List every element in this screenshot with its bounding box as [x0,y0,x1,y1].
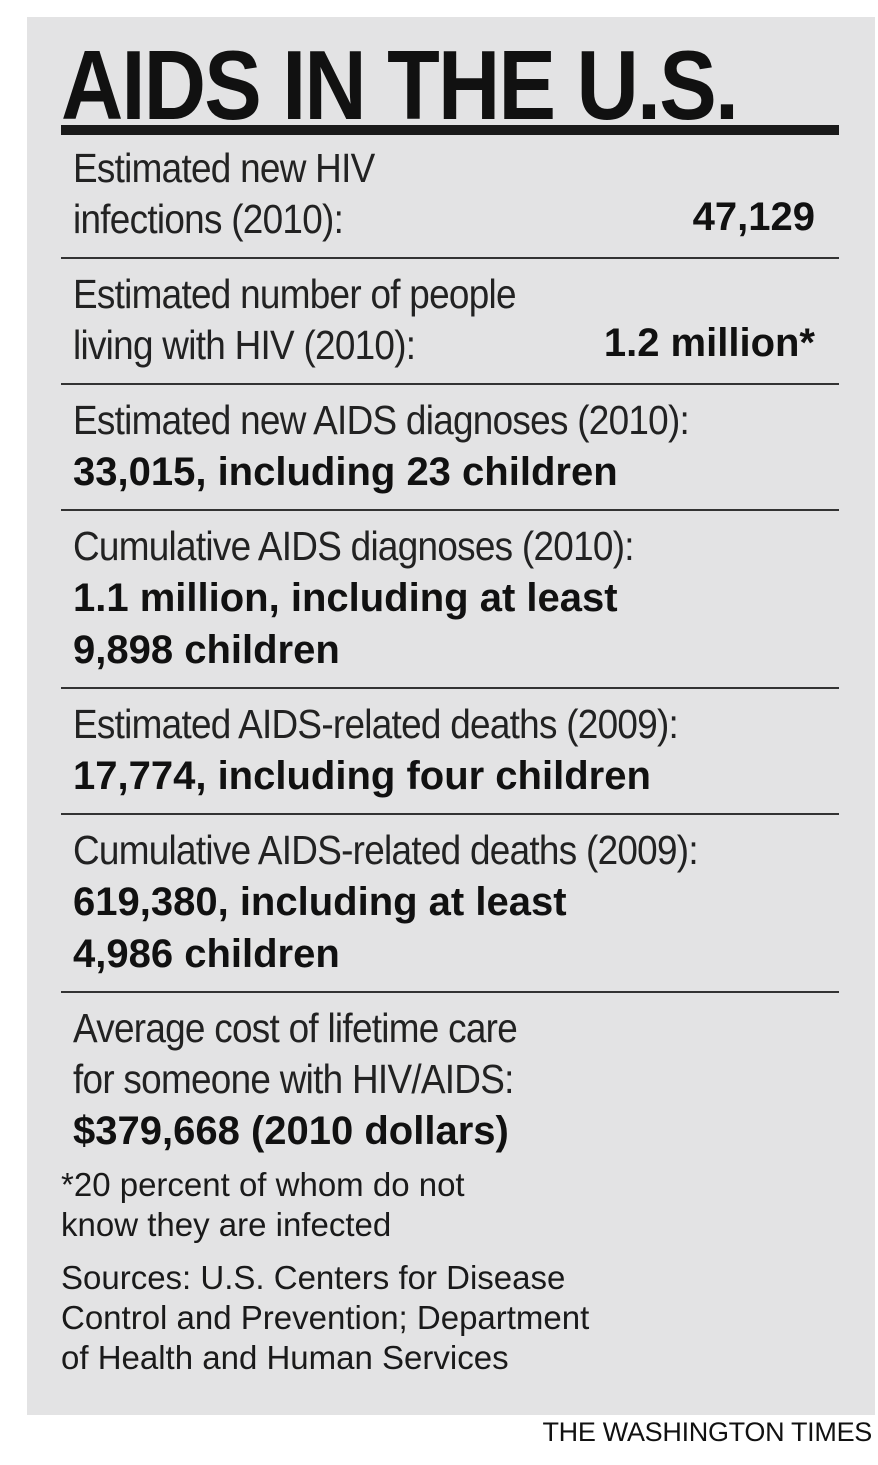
stat-value: 1.2 million* [603,321,815,365]
title-rule [61,125,839,135]
footnote: *20 percent of whom do not know they are… [61,1165,839,1245]
sources: Sources: U.S. Centers for Disease Contro… [61,1258,839,1378]
stat-row-new-aids-diagnoses: Estimated new AIDS diagnoses (2010): 33,… [61,395,839,511]
infographic-panel: AIDS IN THE U.S. Estimated new HIV infec… [27,17,875,1415]
stat-label: Estimated new AIDS diagnoses (2010): [73,397,690,443]
footnote-line: know they are infected [61,1206,392,1243]
stat-value: 4,986 children [73,932,340,976]
stat-label: Cumulative AIDS diagnoses (2010): [73,523,635,569]
stat-label: infections (2010): [73,196,344,242]
page-title: AIDS IN THE U.S. [61,30,739,140]
stat-label: Cumulative AIDS-related deaths (2009): [73,827,699,873]
stat-row-living-with-hiv: Estimated number of people living with H… [61,269,839,385]
publisher-credit: THE WASHINGTON TIMES [542,1417,872,1447]
stat-value: 17,774, including four children [73,754,651,798]
sources-line: Control and Prevention; Department [61,1299,590,1336]
stat-row-lifetime-care-cost: Average cost of lifetime care for someon… [61,1003,839,1163]
stat-label: Estimated AIDS-related deaths (2009): [73,701,679,747]
stat-row-cumulative-aids-deaths: Cumulative AIDS-related deaths (2009): 6… [61,825,839,993]
stat-label: Average cost of lifetime care [73,1005,518,1051]
stat-row-cumulative-aids-diagnoses: Cumulative AIDS diagnoses (2010): 1.1 mi… [61,521,839,689]
stat-value: $379,668 (2010 dollars) [73,1109,509,1153]
stat-value: 33,015, including 23 children [73,450,618,494]
stat-value: 1.1 million, including at least [73,576,618,620]
stat-value: 619,380, including at least [73,880,567,924]
stat-row-aids-related-deaths: Estimated AIDS-related deaths (2009): 17… [61,699,839,815]
sources-line: of Health and Human Services [61,1339,509,1376]
stat-row-new-hiv-infections: Estimated new HIV infections (2010): 47,… [61,143,839,259]
sources-line: Sources: U.S. Centers for Disease [61,1259,566,1296]
stat-label: living with HIV (2010): [73,322,416,368]
stat-value: 47,129 [692,195,815,239]
footnote-line: *20 percent of whom do not [61,1166,465,1203]
stat-label: Estimated number of people [73,271,517,317]
stat-value: 9,898 children [73,628,340,672]
stat-label: for someone with HIV/AIDS: [73,1056,514,1102]
stat-label: Estimated new HIV [73,145,375,191]
